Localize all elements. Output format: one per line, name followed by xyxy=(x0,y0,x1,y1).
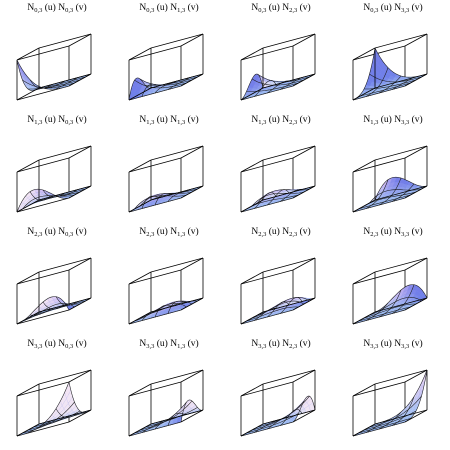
basis-panel: N2,3 (u) N0,3 (v) xyxy=(1,226,113,338)
surface-plot xyxy=(128,33,204,101)
basis-panel: N3,3 (u) N2,3 (v) xyxy=(225,338,337,450)
panel-title: N1,3 (u) N2,3 (v) xyxy=(251,115,311,126)
surface-plot xyxy=(16,33,92,101)
panel-title: N0,3 (u) N2,3 (v) xyxy=(251,3,311,14)
surface-plot xyxy=(128,369,204,437)
surface-plot xyxy=(128,145,204,213)
panel-title: N3,3 (u) N0,3 (v) xyxy=(27,339,87,350)
surface-plot xyxy=(16,369,92,437)
surface-plot xyxy=(352,33,428,101)
basis-panel: N1,3 (u) N0,3 (v) xyxy=(1,114,113,226)
panel-title: N1,3 (u) N0,3 (v) xyxy=(27,115,87,126)
panel-title: N3,3 (u) N3,3 (v) xyxy=(363,339,423,350)
panel-title: N2,3 (u) N1,3 (v) xyxy=(139,227,199,238)
panel-title: N2,3 (u) N2,3 (v) xyxy=(251,227,311,238)
surface-plot xyxy=(240,257,316,325)
surface-plot xyxy=(240,369,316,437)
basis-panel: N0,3 (u) N1,3 (v) xyxy=(113,2,225,114)
panel-title: N1,3 (u) N3,3 (v) xyxy=(363,115,423,126)
panel-title: N2,3 (u) N3,3 (v) xyxy=(363,227,423,238)
basis-panel: N1,3 (u) N2,3 (v) xyxy=(225,114,337,226)
panel-title: N3,3 (u) N2,3 (v) xyxy=(251,339,311,350)
surface-plot xyxy=(352,369,428,437)
basis-panel: N3,3 (u) N3,3 (v) xyxy=(337,338,449,450)
basis-panel: N1,3 (u) N3,3 (v) xyxy=(337,114,449,226)
panel-title: N0,3 (u) N0,3 (v) xyxy=(27,3,87,14)
basis-panel: N1,3 (u) N1,3 (v) xyxy=(113,114,225,226)
surface-plot xyxy=(16,257,92,325)
panel-title: N1,3 (u) N1,3 (v) xyxy=(139,115,199,126)
surface-plot xyxy=(240,145,316,213)
basis-panel: N2,3 (u) N3,3 (v) xyxy=(337,226,449,338)
surface-plot xyxy=(16,145,92,213)
basis-panel: N0,3 (u) N2,3 (v) xyxy=(225,2,337,114)
basis-panel: N2,3 (u) N2,3 (v) xyxy=(225,226,337,338)
surface-plot xyxy=(352,257,428,325)
panel-title: N2,3 (u) N0,3 (v) xyxy=(27,227,87,238)
surface-plot xyxy=(240,33,316,101)
panel-title: N3,3 (u) N1,3 (v) xyxy=(139,339,199,350)
basis-panel: N3,3 (u) N0,3 (v) xyxy=(1,338,113,450)
basis-panel: N0,3 (u) N3,3 (v) xyxy=(337,2,449,114)
basis-panel: N2,3 (u) N1,3 (v) xyxy=(113,226,225,338)
panel-title: N0,3 (u) N3,3 (v) xyxy=(363,3,423,14)
panel-title: N0,3 (u) N1,3 (v) xyxy=(139,3,199,14)
surface-plot xyxy=(128,257,204,325)
surface-plot xyxy=(352,145,428,213)
basis-panel: N3,3 (u) N1,3 (v) xyxy=(113,338,225,450)
basis-panel: N0,3 (u) N0,3 (v) xyxy=(1,2,113,114)
